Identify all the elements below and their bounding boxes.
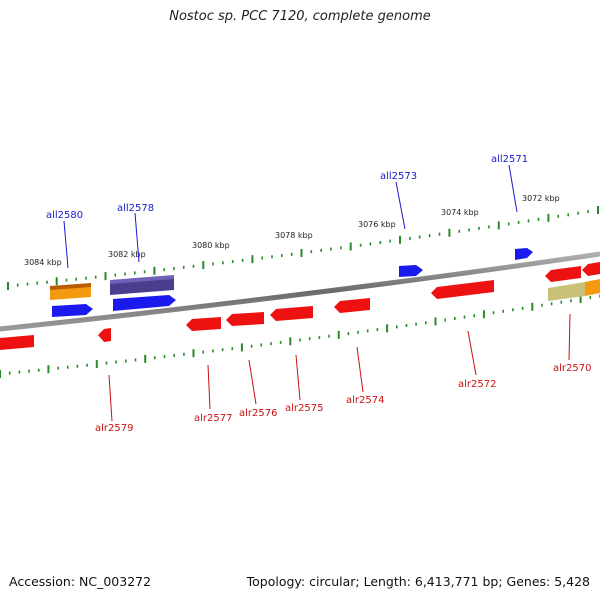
- gene-alr2577[interactable]: [186, 317, 221, 331]
- gene-label: all2573: [380, 171, 417, 182]
- gene-label: all2571: [491, 154, 528, 165]
- bottom-leader-lines: [108, 313, 571, 422]
- bottom-gene-labels: alr2579 alr2577 alr2576 alr2575 alr2574 …: [95, 363, 591, 434]
- top-leader-lines: [63, 164, 518, 269]
- gene-all2578[interactable]: [113, 295, 176, 311]
- kbp-label: 3074 kbp: [441, 208, 479, 217]
- accession-text: Accession: NC_003272: [9, 574, 152, 589]
- gene-label: alr2575: [285, 403, 323, 414]
- top-gene-labels: all2580 all2578 all2573 all2571: [46, 154, 528, 221]
- olive-feature[interactable]: [548, 282, 585, 301]
- kbp-labels: 3084 kbp 3082 kbp 3080 kbp 3078 kbp 3076…: [24, 194, 560, 267]
- scale-ticks-top: [7, 206, 599, 290]
- scale-ticks-bottom: [0, 294, 600, 378]
- kbp-label: 3082 kbp: [108, 250, 146, 259]
- gene-label: alr2572: [458, 379, 496, 390]
- gene-small-red[interactable]: [98, 328, 111, 342]
- gene-label: all2580: [46, 210, 83, 221]
- gene-all2573[interactable]: [399, 265, 423, 277]
- genome-summary-text: Topology: circular; Length: 6,413,771 bp…: [246, 574, 590, 589]
- gene-alr2579[interactable]: [0, 335, 34, 350]
- gene-label: alr2570: [553, 363, 591, 374]
- genome-backbone: [0, 251, 600, 332]
- gene-label: alr2577: [194, 413, 232, 424]
- gene-label: alr2579: [95, 423, 133, 434]
- gene-label: all2578: [117, 203, 154, 214]
- gene-label: alr2574: [346, 395, 384, 406]
- gene-alr2572[interactable]: [431, 280, 494, 299]
- gene-red-edge[interactable]: [582, 262, 600, 276]
- kbp-label: 3076 kbp: [358, 220, 396, 229]
- gene-alr2574[interactable]: [334, 298, 370, 313]
- gene-all2580[interactable]: [52, 304, 93, 317]
- kbp-label: 3078 kbp: [275, 231, 313, 240]
- reverse-features: [0, 262, 600, 350]
- map-title: Nostoc sp. PCC 7120, complete genome: [169, 9, 431, 24]
- gene-label: alr2576: [239, 408, 277, 419]
- gene-alr2576[interactable]: [226, 312, 264, 326]
- gene-alr2575[interactable]: [270, 306, 313, 321]
- kbp-label: 3072 kbp: [522, 194, 560, 203]
- kbp-label: 3080 kbp: [192, 241, 230, 250]
- gene-alr2570[interactable]: [545, 266, 581, 282]
- forward-features: [50, 248, 600, 317]
- orange-feature[interactable]: [585, 279, 600, 296]
- gene-all2571[interactable]: [515, 248, 533, 260]
- kbp-label: 3084 kbp: [24, 258, 62, 267]
